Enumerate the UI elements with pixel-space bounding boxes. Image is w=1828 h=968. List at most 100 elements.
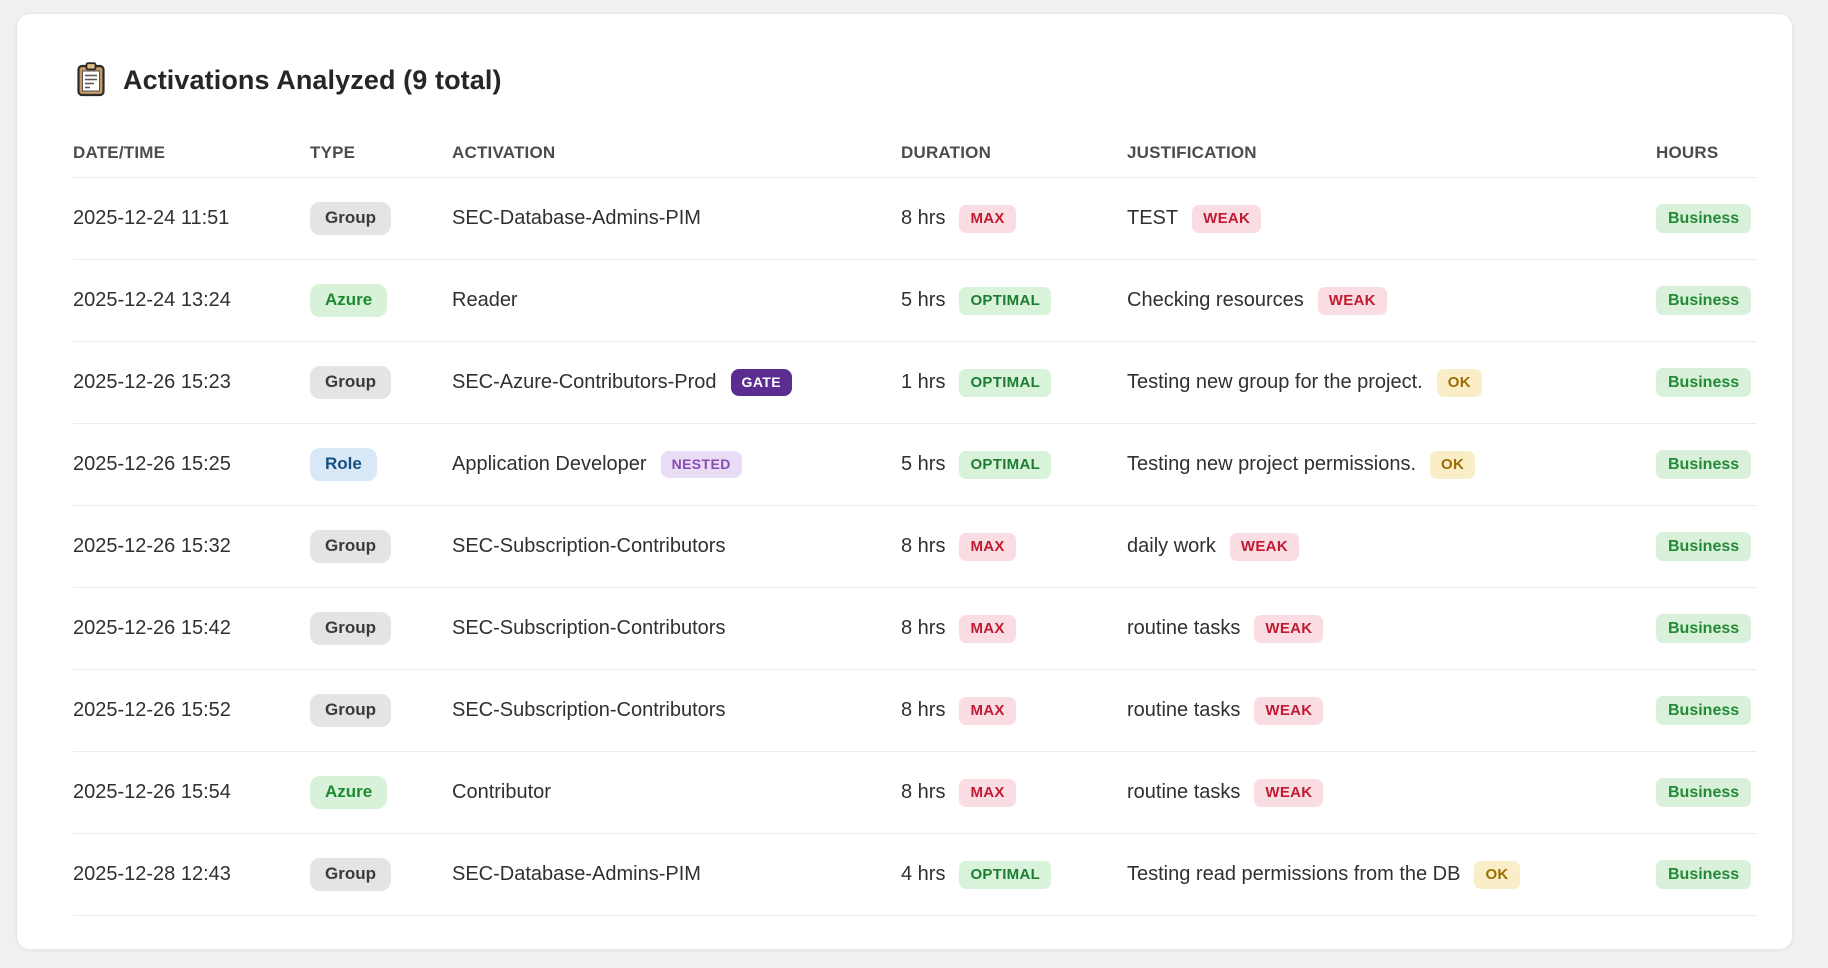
cell-duration: 4 hrs OPTIMAL [901,860,1127,889]
duration-status-badge: OPTIMAL [959,368,1052,397]
cell-hours: Business [1656,285,1756,316]
duration-value: 4 hrs [901,863,946,885]
type-badge: Group [310,694,391,727]
column-header-justification: JUSTIFICATION [1127,142,1257,162]
justification-text: Checking resources [1127,289,1304,311]
duration-status-badge: MAX [959,532,1016,561]
column-header-datetime: DATE/TIME [73,142,166,162]
activation-tag-badge: NESTED [660,451,742,478]
clipboard-icon [75,62,107,98]
duration-value: 8 hrs [901,535,946,557]
business-hours-badge: Business [1656,613,1752,644]
table-row: 2025-12-24 13:24 Azure Reader 5 hrs OPTI… [73,260,1756,342]
type-badge: Group [310,858,391,891]
table-row: 2025-12-26 15:32 Group SEC-Subscription-… [73,506,1756,588]
cell-type: Group [310,202,452,235]
cell-duration: 5 hrs OPTIMAL [901,286,1127,315]
cell-justification: routine tasks WEAK [1127,614,1656,643]
column-header-activation: ACTIVATION [452,142,556,162]
justification-quality-badge: WEAK [1254,696,1324,725]
page-title: Activations Analyzed (9 total) [123,64,502,95]
cell-duration: 8 hrs MAX [901,696,1127,725]
duration-value: 8 hrs [901,781,946,803]
table-row: 2025-12-26 15:54 Azure Contributor 8 hrs… [73,752,1756,834]
datetime-value: 2025-12-28 12:43 [73,863,231,885]
cell-hours: Business [1656,777,1756,808]
cell-datetime: 2025-12-26 15:54 [73,781,310,804]
table-row: 2025-12-24 11:51 Group SEC-Database-Admi… [73,178,1756,260]
activation-name: Contributor [452,781,551,803]
cell-activation: Application Developer NESTED [452,451,901,478]
justification-text: Testing read permissions from the DB [1127,863,1461,885]
cell-activation: Contributor [452,781,901,804]
cell-justification: daily work WEAK [1127,532,1656,561]
cell-duration: 8 hrs MAX [901,532,1127,561]
column-header-type: TYPE [310,142,356,162]
cell-hours: Business [1656,695,1756,726]
table-header: DATE/TIME TYPE ACTIVATION DURATION JUSTI… [73,128,1756,178]
table-row: 2025-12-28 12:43 Group SEC-Database-Admi… [73,834,1756,916]
cell-hours: Business [1656,531,1756,562]
activation-name: SEC-Subscription-Contributors [452,699,726,721]
cell-datetime: 2025-12-26 15:25 [73,453,310,476]
datetime-value: 2025-12-26 15:42 [73,617,231,639]
activations-table: DATE/TIME TYPE ACTIVATION DURATION JUSTI… [73,128,1756,916]
cell-justification: Testing read permissions from the DB OK [1127,860,1656,889]
business-hours-badge: Business [1656,203,1752,234]
cell-activation: SEC-Subscription-Contributors [452,699,901,722]
activation-name: SEC-Subscription-Contributors [452,617,726,639]
business-hours-badge: Business [1656,777,1752,808]
cell-type: Group [310,612,452,645]
activation-name: SEC-Database-Admins-PIM [452,863,701,885]
justification-text: Testing new group for the project. [1127,371,1423,393]
justification-quality-badge: WEAK [1254,614,1324,643]
table-row: 2025-12-26 15:23 Group SEC-Azure-Contrib… [73,342,1756,424]
datetime-value: 2025-12-26 15:23 [73,371,231,393]
cell-datetime: 2025-12-26 15:32 [73,535,310,558]
justification-quality-badge: OK [1474,860,1520,889]
cell-activation: SEC-Azure-Contributors-Prod GATE [452,369,901,396]
datetime-value: 2025-12-26 15:25 [73,453,231,475]
table-row: 2025-12-26 15:42 Group SEC-Subscription-… [73,588,1756,670]
duration-value: 5 hrs [901,289,946,311]
cell-datetime: 2025-12-28 12:43 [73,863,310,886]
justification-quality-badge: WEAK [1254,778,1324,807]
duration-value: 8 hrs [901,617,946,639]
cell-duration: 1 hrs OPTIMAL [901,368,1127,397]
cell-type: Group [310,530,452,563]
business-hours-badge: Business [1656,285,1752,316]
cell-activation: SEC-Subscription-Contributors [452,535,901,558]
duration-status-badge: MAX [959,614,1016,643]
card-header: Activations Analyzed (9 total) [75,60,1756,100]
cell-type: Group [310,858,452,891]
justification-text: routine tasks [1127,617,1241,639]
cell-type: Azure [310,284,452,317]
duration-value: 1 hrs [901,371,946,393]
type-badge: Group [310,530,391,563]
cell-justification: routine tasks WEAK [1127,778,1656,807]
cell-hours: Business [1656,449,1756,480]
datetime-value: 2025-12-26 15:32 [73,535,231,557]
cell-datetime: 2025-12-26 15:42 [73,617,310,640]
cell-type: Group [310,366,452,399]
cell-type: Role [310,448,452,481]
type-badge: Azure [310,284,388,317]
activation-name: SEC-Azure-Contributors-Prod [452,370,717,393]
cell-justification: routine tasks WEAK [1127,696,1656,725]
business-hours-badge: Business [1656,449,1752,480]
activation-tag-badge: GATE [730,369,792,396]
activation-name: SEC-Database-Admins-PIM [452,207,701,229]
business-hours-badge: Business [1656,367,1752,398]
duration-status-badge: OPTIMAL [959,286,1052,315]
justification-text: daily work [1127,535,1216,557]
justification-quality-badge: OK [1430,450,1476,479]
business-hours-badge: Business [1656,531,1752,562]
justification-text: Testing new project permissions. [1127,453,1417,475]
table-row: 2025-12-26 15:25 Role Application Develo… [73,424,1756,506]
activation-name: SEC-Subscription-Contributors [452,535,726,557]
datetime-value: 2025-12-26 15:52 [73,699,231,721]
cell-activation: SEC-Database-Admins-PIM [452,863,901,886]
duration-status-badge: MAX [959,778,1016,807]
type-badge: Group [310,612,391,645]
type-badge: Azure [310,776,388,809]
